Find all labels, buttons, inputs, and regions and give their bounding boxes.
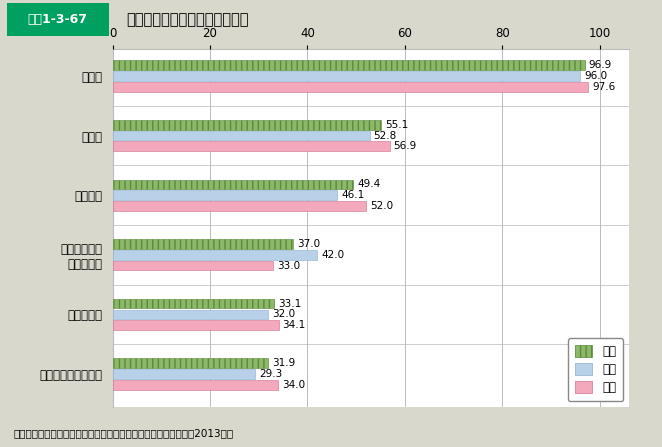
Bar [113, 142, 390, 151]
Text: 31.9: 31.9 [272, 358, 295, 368]
Text: 96.0: 96.0 [584, 71, 607, 81]
Legend: 全体, 男性, 女性: 全体, 男性, 女性 [568, 338, 623, 401]
Text: 56.9: 56.9 [394, 141, 417, 152]
Bar [113, 299, 274, 308]
Bar [113, 310, 268, 319]
Text: 33.1: 33.1 [277, 299, 301, 309]
FancyBboxPatch shape [7, 3, 109, 36]
Bar [113, 120, 381, 130]
Text: 資料：内閣府「家族と地域における子育てに関する意識調査」（2013年）: 資料：内閣府「家族と地域における子育てに関する意識調査」（2013年） [13, 428, 234, 438]
Bar [113, 320, 279, 330]
Bar [113, 380, 278, 389]
Bar [113, 358, 268, 368]
Bar [113, 82, 588, 92]
Bar [113, 71, 580, 81]
Bar [113, 190, 337, 200]
Bar [113, 180, 354, 189]
Text: 34.1: 34.1 [283, 320, 306, 330]
Bar [113, 369, 256, 379]
Bar [113, 239, 293, 249]
Text: 52.0: 52.0 [370, 201, 393, 211]
Text: 52.8: 52.8 [373, 131, 397, 141]
Bar [113, 250, 317, 260]
Text: 33.0: 33.0 [277, 261, 301, 270]
Text: 32.0: 32.0 [272, 309, 295, 320]
Text: 55.1: 55.1 [385, 120, 408, 130]
Text: 96.9: 96.9 [589, 60, 612, 70]
Text: 46.1: 46.1 [341, 190, 364, 200]
Text: 37.0: 37.0 [297, 239, 320, 249]
Bar [113, 201, 366, 211]
Text: 大切と思う人間関係やつながり: 大切と思う人間関係やつながり [126, 12, 248, 27]
Text: 97.6: 97.6 [592, 82, 615, 92]
Text: 図表1-3-67: 図表1-3-67 [28, 13, 87, 26]
Text: 42.0: 42.0 [321, 250, 344, 260]
Text: 29.3: 29.3 [259, 369, 283, 379]
Bar [113, 131, 370, 140]
Bar [113, 261, 273, 270]
Bar [113, 60, 585, 70]
Text: 34.0: 34.0 [282, 380, 305, 390]
Text: 49.4: 49.4 [357, 179, 381, 190]
